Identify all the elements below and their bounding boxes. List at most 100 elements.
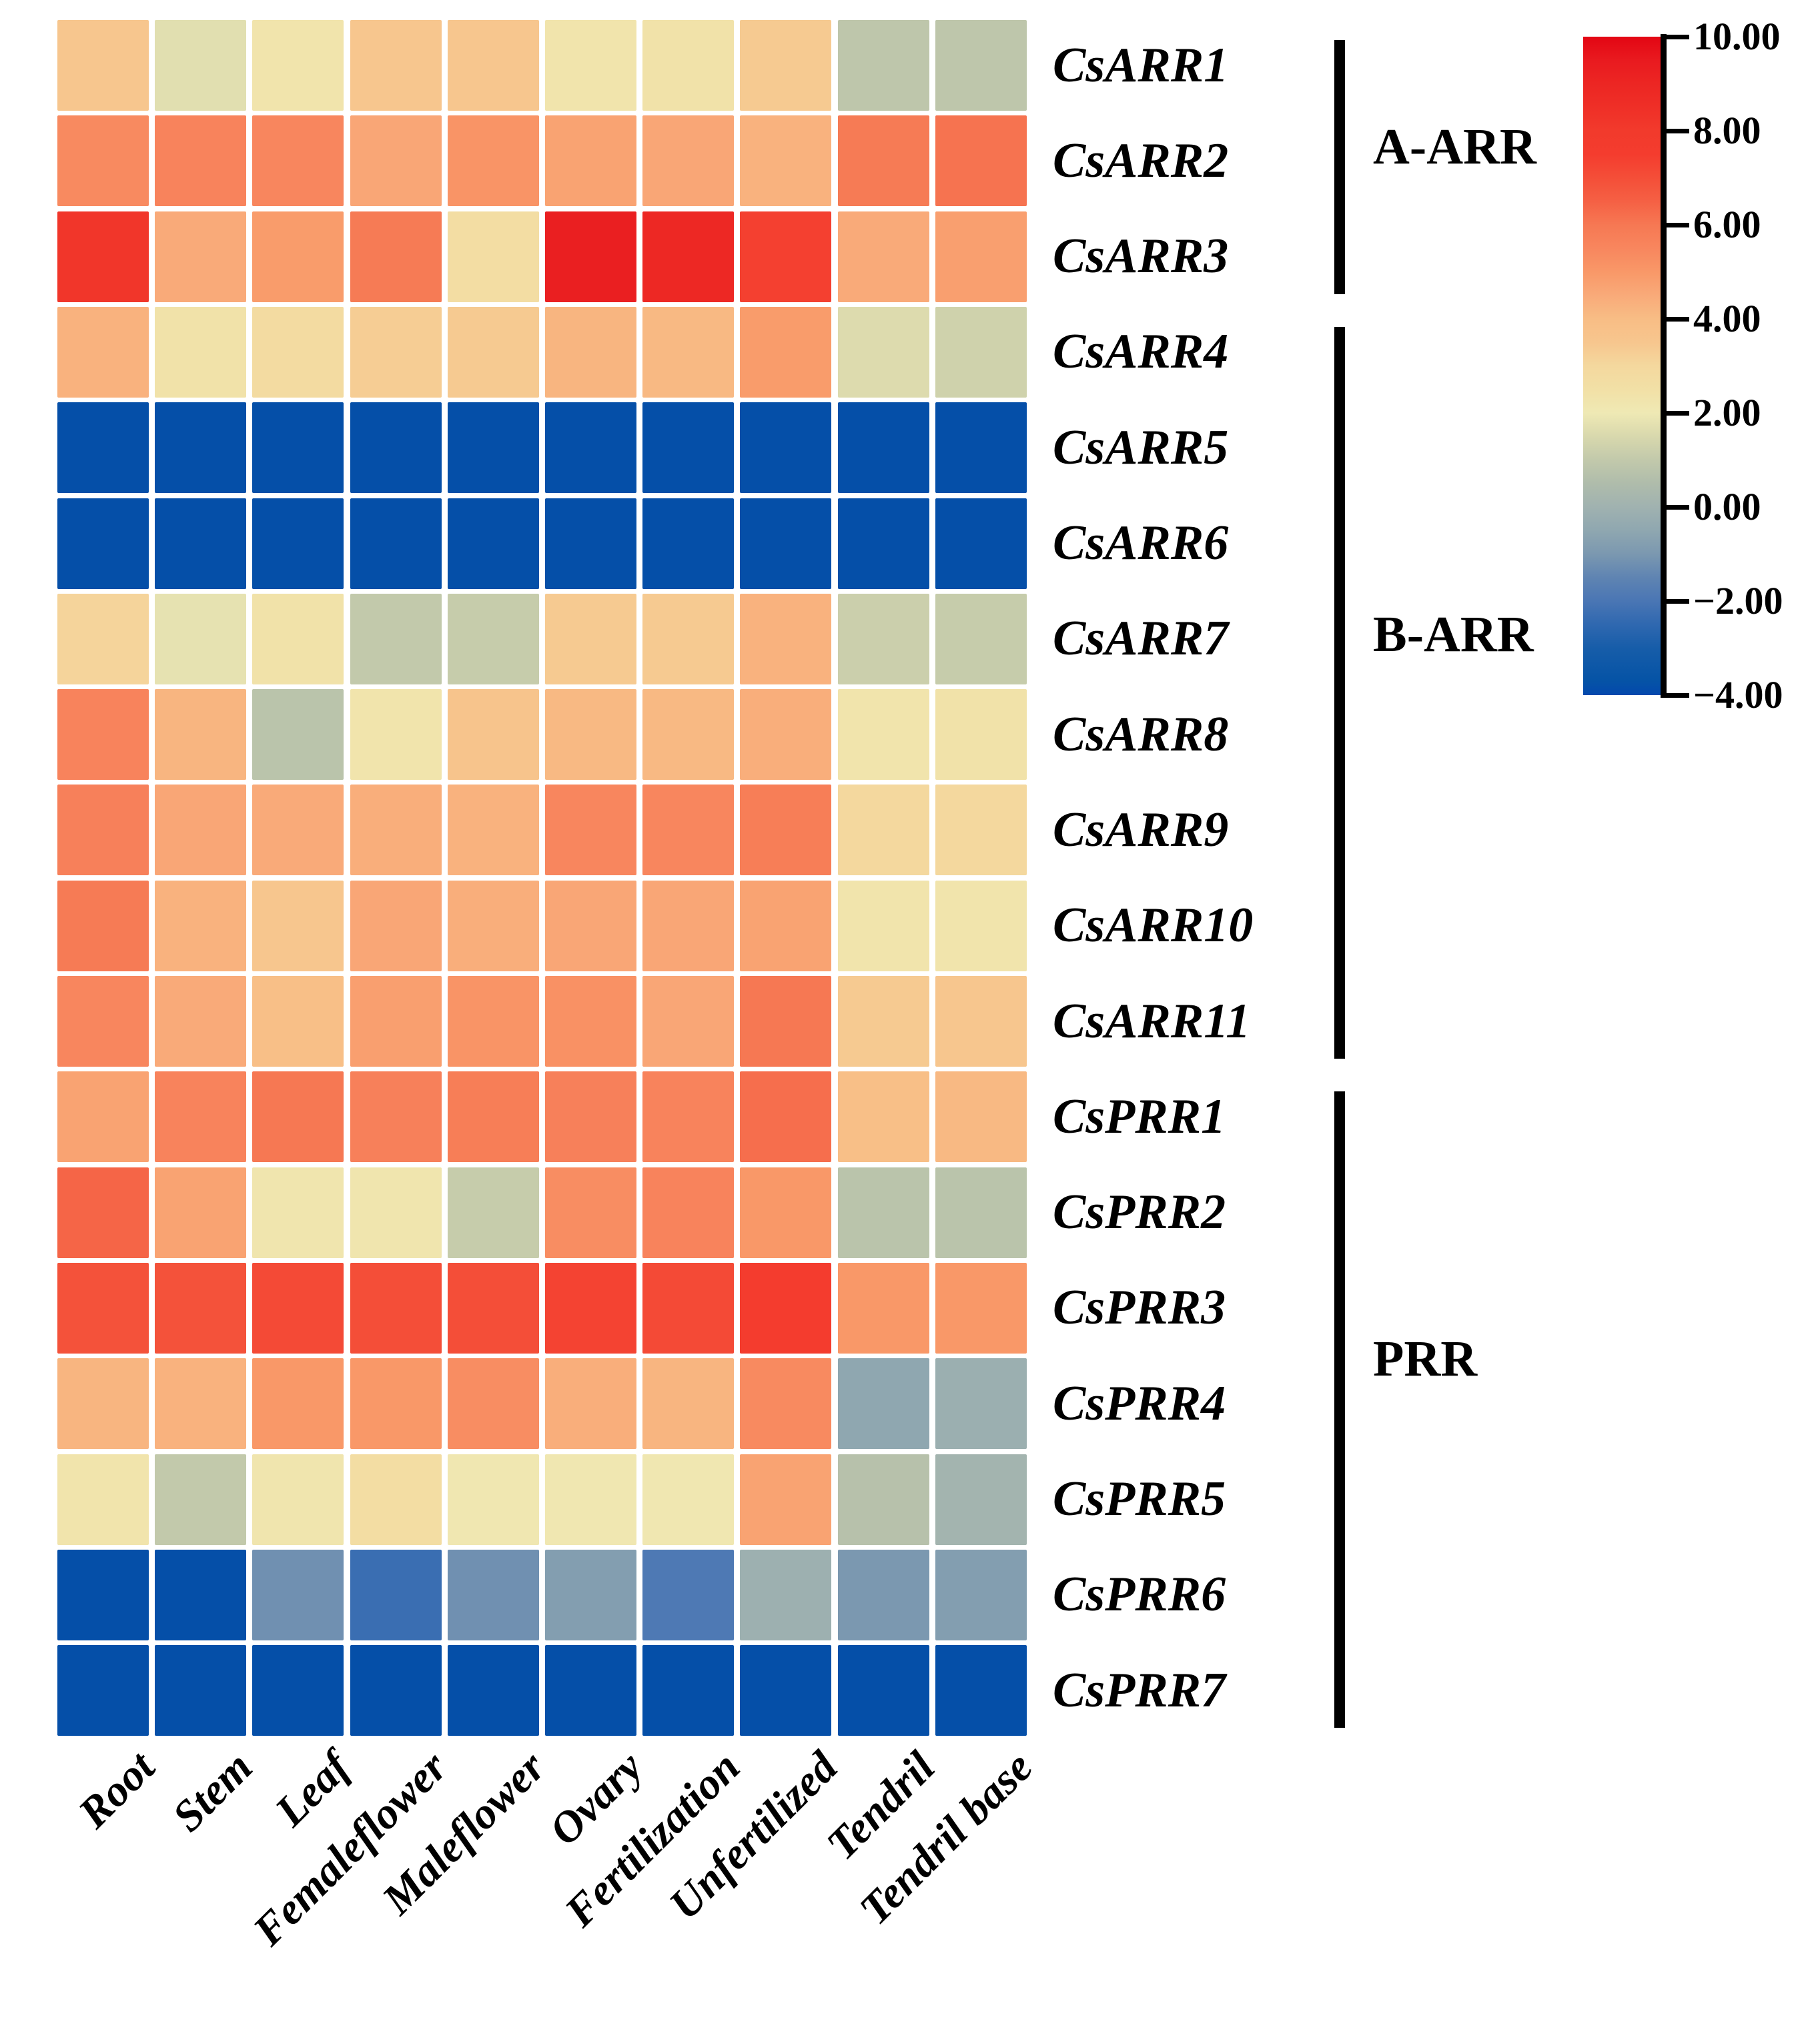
heatmap-cell — [837, 1167, 929, 1258]
heatmap-cell — [155, 1167, 247, 1258]
heatmap-cell — [155, 1071, 247, 1163]
heatmap-cell — [935, 20, 1027, 111]
heatmap-cell — [740, 785, 832, 876]
heatmap-cell — [57, 1167, 149, 1258]
colorbar-tick — [1667, 316, 1689, 322]
heatmap-cell — [57, 1071, 149, 1163]
heatmap-cell — [837, 1454, 929, 1545]
heatmap-cell — [447, 1358, 539, 1450]
heatmap-cell — [350, 1454, 442, 1545]
heatmap-cell — [740, 1262, 832, 1354]
heatmap-cell — [155, 785, 247, 876]
heatmap-cell — [447, 880, 539, 971]
heatmap-cell — [155, 689, 247, 781]
heatmap-cell — [935, 1454, 1027, 1545]
heatmap-cell — [447, 976, 539, 1067]
heatmap-cell — [642, 1071, 735, 1163]
heatmap-cell — [57, 306, 149, 398]
heatmap-cell — [447, 593, 539, 684]
heatmap-cell — [57, 976, 149, 1067]
heatmap-cell — [252, 211, 344, 302]
row-label: CsARR11 — [1053, 993, 1251, 1049]
colorbar — [1583, 37, 1663, 695]
heatmap-cell — [57, 593, 149, 684]
heatmap-cell — [740, 498, 832, 589]
colorbar-tick — [1667, 692, 1689, 698]
heatmap-cell — [57, 689, 149, 781]
heatmap-cell — [447, 785, 539, 876]
heatmap-cell — [740, 593, 832, 684]
heatmap-cell — [642, 211, 735, 302]
group-label: B-ARR — [1373, 606, 1534, 662]
heatmap-cell — [545, 785, 636, 876]
heatmap-cell — [740, 976, 832, 1067]
heatmap-cell — [447, 1167, 539, 1258]
heatmap-cell — [545, 1549, 636, 1640]
column-label: Root — [69, 1742, 165, 1838]
heatmap-cell — [252, 402, 344, 494]
heatmap-cell — [935, 498, 1027, 589]
row-label: CsARR2 — [1053, 133, 1229, 188]
heatmap-cell — [935, 785, 1027, 876]
heatmap-cell — [350, 1262, 442, 1354]
heatmap-cell — [447, 1071, 539, 1163]
heatmap-cell — [57, 498, 149, 589]
heatmap-cell — [837, 402, 929, 494]
heatmap-cell — [642, 1454, 735, 1545]
heatmap-cell — [545, 1645, 636, 1736]
heatmap-cell — [350, 306, 442, 398]
heatmap-cell — [837, 306, 929, 398]
heatmap-cell — [837, 880, 929, 971]
row-label: CsPRR7 — [1053, 1662, 1226, 1718]
heatmap-cell — [642, 1358, 735, 1450]
colorbar-tick-label: 4.00 — [1693, 297, 1761, 340]
heatmap-cell — [57, 115, 149, 207]
heatmap-cell — [155, 880, 247, 971]
heatmap-cell — [642, 402, 735, 494]
heatmap-cell — [350, 211, 442, 302]
heatmap-cell — [447, 689, 539, 781]
heatmap-cell — [252, 1167, 344, 1258]
colorbar-tick — [1667, 34, 1689, 39]
heatmap-cell — [447, 115, 539, 207]
heatmap-cell — [447, 1645, 539, 1736]
heatmap-cell — [252, 1262, 344, 1354]
heatmap-cell — [252, 689, 344, 781]
column-label: Stem — [163, 1742, 262, 1841]
heatmap-cell — [935, 1262, 1027, 1354]
heatmap-cell — [837, 1071, 929, 1163]
heatmap-cell — [350, 115, 442, 207]
heatmap-cell — [935, 115, 1027, 207]
heatmap-cell — [642, 498, 735, 589]
colorbar-gradient — [1583, 37, 1663, 695]
heatmap-cell — [252, 880, 344, 971]
heatmap-cell — [252, 1071, 344, 1163]
heatmap-cell — [837, 20, 929, 111]
heatmap-cell — [837, 689, 929, 781]
heatmap-cell — [252, 1358, 344, 1450]
row-label: CsARR4 — [1053, 324, 1229, 380]
heatmap-cell — [155, 1262, 247, 1354]
colorbar-tick-label: −2.00 — [1693, 579, 1783, 622]
heatmap-cell — [350, 20, 442, 111]
heatmap-cell — [447, 211, 539, 302]
heatmap-cell — [935, 1071, 1027, 1163]
heatmap-cell — [935, 1167, 1027, 1258]
heatmap-cell — [935, 402, 1027, 494]
heatmap-cell — [642, 20, 735, 111]
heatmap-cell — [155, 1645, 247, 1736]
heatmap-cell — [545, 306, 636, 398]
heatmap-cell — [252, 498, 344, 589]
row-label: CsPRR2 — [1053, 1185, 1226, 1240]
colorbar-tick — [1667, 128, 1689, 133]
heatmap-cell — [57, 880, 149, 971]
heatmap-cell — [57, 20, 149, 111]
heatmap-cell — [740, 1071, 832, 1163]
heatmap-cell — [642, 976, 735, 1067]
heatmap-cell — [642, 689, 735, 781]
heatmap-cell — [935, 880, 1027, 971]
heatmap-cell — [935, 1549, 1027, 1640]
heatmap-cell — [155, 1549, 247, 1640]
heatmap-cell — [642, 880, 735, 971]
